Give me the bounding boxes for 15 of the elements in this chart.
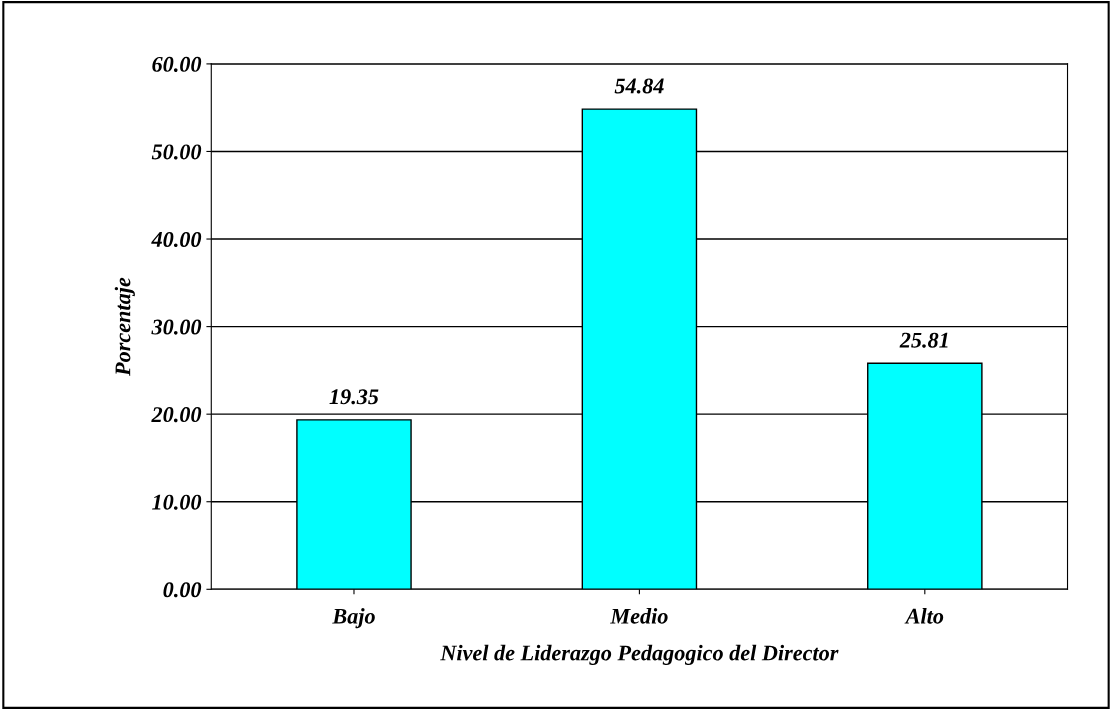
x-axis-title: Nivel de Liderazgo Pedagogico del Director [440,644,839,666]
x-tick-label: Bajo [332,608,375,629]
data-label: 19.35 [329,389,379,405]
y-tick-label: 10.00 [152,494,202,510]
x-tick-label: Medio [610,608,668,624]
x-tick-label: Alto [904,608,944,624]
y-tick-label: 60.00 [152,56,202,72]
y-tick-label: 50.00 [151,144,202,160]
y-axis-title: Porcentaje [114,277,135,376]
y-tick-label: 0.00 [163,582,202,598]
data-label: 54.84 [614,78,664,94]
y-tick-label: 30.00 [151,319,202,335]
data-label: 25.81 [899,332,948,348]
y-tick-label: 40.00 [151,231,202,248]
y-tick-label: 20.00 [151,407,202,423]
